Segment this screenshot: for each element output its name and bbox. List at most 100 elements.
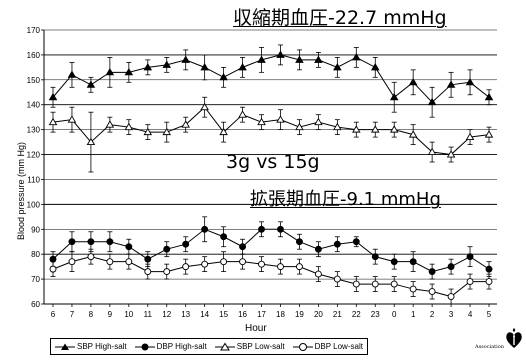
data-point	[86, 137, 96, 146]
x-tick-label: 21	[333, 310, 342, 319]
data-point	[295, 238, 303, 246]
data-point	[484, 130, 494, 138]
open-triangle-marker-icon	[214, 342, 235, 350]
y-tick-label: 60	[31, 300, 40, 309]
data-point	[446, 80, 456, 88]
data-point	[124, 122, 134, 131]
dbp-difference-annotation: 拡張期血圧-9.1 mmHg	[250, 189, 441, 210]
data-point	[144, 255, 152, 263]
data-point	[370, 125, 380, 133]
y-axis-label: Blood pressure (mm Hg)	[16, 141, 26, 241]
data-point	[258, 260, 265, 268]
data-point	[86, 80, 96, 88]
data-point	[125, 258, 133, 266]
data-point	[239, 258, 247, 266]
data-point	[484, 92, 494, 101]
data-point	[67, 70, 77, 78]
legend-item-dbp-low: DBP Low-salt	[292, 342, 363, 352]
x-tick-label: 18	[276, 310, 285, 319]
y-tick-label: 120	[27, 151, 41, 160]
data-point	[200, 62, 209, 71]
data-point	[220, 258, 228, 266]
series-line-3	[52, 256, 489, 298]
x-tick-label: 9	[108, 310, 113, 319]
data-point	[371, 253, 379, 261]
x-tick-label: 1	[411, 310, 416, 319]
y-tick-label: 70	[31, 275, 40, 284]
legend-label: DBP Low-salt	[314, 342, 363, 351]
x-tick-label: 3	[449, 310, 454, 319]
data-point	[370, 62, 380, 71]
x-tick-label: 5	[487, 310, 492, 319]
data-point	[144, 268, 152, 276]
chart-legend: SBP High-salt DBP High-salt SBP Low-salt…	[50, 338, 368, 355]
data-point	[371, 280, 379, 288]
data-point	[295, 122, 304, 131]
x-axis-label: Hour	[245, 323, 267, 334]
data-point	[390, 280, 398, 288]
data-point	[201, 260, 209, 268]
x-tick-label: 8	[89, 310, 94, 319]
x-tick-label: 14	[200, 310, 209, 319]
y-tick-label: 130	[27, 126, 41, 135]
legend-item-sbp-high: SBP High-salt	[55, 342, 127, 352]
data-point	[409, 285, 417, 293]
data-point	[333, 275, 341, 283]
sbp-difference-annotation: 収縮期血圧-22.7 mmHg	[233, 7, 447, 29]
y-tick-label: 140	[27, 101, 41, 110]
x-tick-label: 4	[468, 310, 473, 319]
data-point	[124, 67, 134, 76]
data-point	[428, 288, 436, 295]
data-point	[162, 127, 172, 136]
x-tick-label: 23	[371, 310, 380, 319]
data-point	[447, 293, 455, 300]
data-point	[408, 77, 418, 86]
data-point	[352, 280, 360, 288]
y-tick-label: 80	[31, 250, 40, 259]
salt-comparison-annotation: 3g vs 15g	[226, 151, 320, 173]
legend-label: SBP Low-salt	[236, 342, 285, 351]
legend-item-dbp-high: DBP High-salt	[134, 342, 207, 352]
data-point	[333, 240, 341, 248]
data-point	[220, 233, 228, 241]
data-point	[125, 243, 133, 251]
data-point	[219, 72, 228, 81]
data-point	[258, 225, 265, 233]
data-point	[238, 62, 247, 71]
logo-text: Association	[475, 344, 504, 350]
data-point	[67, 115, 77, 123]
data-point	[447, 263, 455, 271]
data-point	[295, 55, 304, 63]
data-point	[257, 55, 266, 63]
data-point	[277, 263, 284, 271]
data-point	[277, 225, 284, 233]
data-point	[48, 117, 58, 126]
data-point	[466, 278, 474, 286]
data-point	[295, 263, 303, 271]
filled-triangle-marker-icon	[55, 343, 75, 350]
legend-item-sbp-low: SBP Low-salt	[214, 342, 285, 352]
data-point	[182, 240, 190, 248]
data-point	[352, 238, 360, 246]
data-point	[163, 245, 171, 253]
data-point	[238, 110, 247, 118]
x-tick-label: 12	[162, 310, 171, 319]
data-point	[389, 125, 399, 133]
legend-label: SBP High-salt	[77, 342, 127, 351]
data-point	[106, 238, 114, 246]
data-point	[466, 253, 474, 261]
y-tick-label: 100	[27, 200, 41, 209]
data-point	[163, 268, 171, 276]
open-circle-marker-icon	[292, 342, 313, 351]
data-point	[352, 125, 361, 133]
data-point	[428, 268, 436, 276]
data-point	[182, 263, 190, 271]
data-point	[409, 258, 417, 266]
data-point	[200, 102, 209, 111]
data-point	[485, 278, 493, 286]
data-point	[314, 117, 323, 126]
data-point	[68, 258, 76, 266]
data-point	[181, 55, 190, 63]
data-point	[485, 265, 493, 273]
data-point	[87, 238, 95, 246]
